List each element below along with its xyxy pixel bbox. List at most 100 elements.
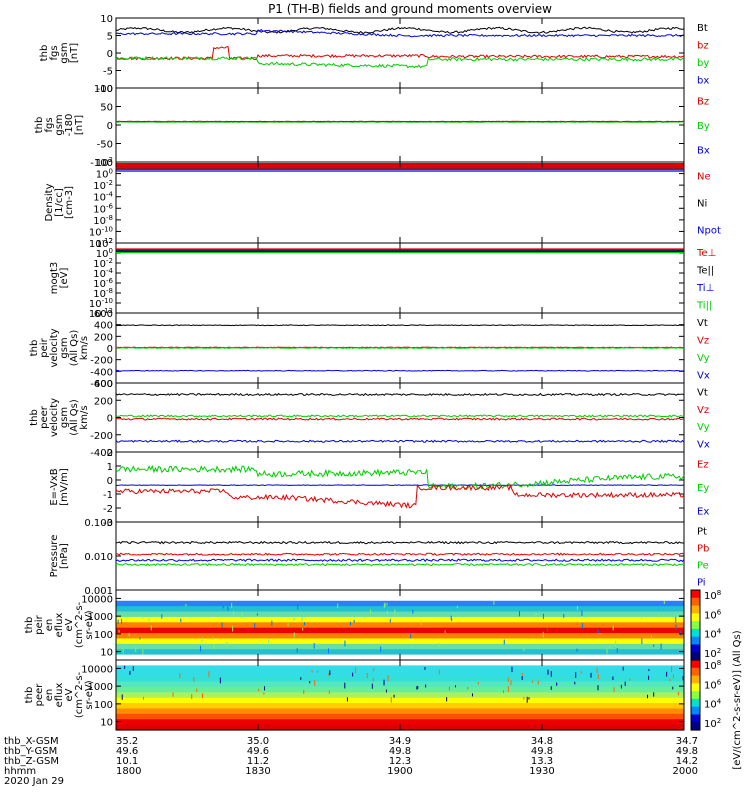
spectrogram-speck xyxy=(410,633,412,639)
legend-pe: Pe xyxy=(697,561,709,572)
y-tick-label: -2 xyxy=(103,504,113,515)
y-tick-label: 2 xyxy=(107,448,113,459)
colorbar-tick-label: 104 xyxy=(704,628,722,641)
spectrogram-speck xyxy=(124,665,126,669)
spectrogram-speck xyxy=(550,671,552,677)
spectrogram-speck xyxy=(609,645,611,649)
panel-peir_spectrogram: thb peir en eflux eV (cm^2-s-sr-eV) 10000 1000 1… xyxy=(24,589,685,661)
spectrogram-speck xyxy=(467,687,469,690)
spectrogram-speck xyxy=(550,686,552,690)
series-pb xyxy=(115,552,685,556)
series-vx xyxy=(115,439,685,443)
panel-density: Density [1/cc] [cm-3]10210010-210-410-610-… xyxy=(44,156,721,250)
colorbar-swatch xyxy=(691,722,700,731)
spectrogram-speck xyxy=(232,625,234,632)
spectrogram-speck xyxy=(672,674,674,679)
spectrogram-speck xyxy=(420,620,422,625)
panel-ylabel: Pressure xyxy=(49,535,60,578)
panel-ylabel: sr-eV) xyxy=(84,610,95,639)
footer-value-x: 35.2 xyxy=(116,736,138,747)
series-pi xyxy=(115,558,685,563)
panel-ylabel: peir xyxy=(34,614,45,634)
spectrogram-band xyxy=(116,622,684,629)
spectrogram-speck xyxy=(241,611,243,616)
spectrogram-speck xyxy=(596,667,598,674)
spectrogram-speck xyxy=(142,615,144,619)
spectrogram-speck xyxy=(161,614,163,619)
spectrogram-speck xyxy=(535,612,537,618)
spectrogram-speck xyxy=(384,602,386,608)
spectrogram-speck xyxy=(521,675,523,681)
spectrogram-speck xyxy=(526,696,528,703)
panel-efield: E=-VxB [mV/m] 2 1 0 -1 -2 -3 Ez Ey Ex xyxy=(49,448,709,529)
spectrogram-band xyxy=(116,643,684,650)
spectrogram-speck xyxy=(546,627,548,632)
series-by xyxy=(115,55,685,69)
series-ez xyxy=(115,483,685,509)
spectrogram-speck xyxy=(616,648,618,653)
spectrogram-speck xyxy=(344,640,346,647)
legend-vz: Vz xyxy=(697,335,709,346)
spectrogram-band xyxy=(116,649,684,656)
spectrogram-speck xyxy=(386,603,388,606)
panel-ylabel: en xyxy=(44,689,55,702)
panel-pressure: Pressure [nPa] 0.100 0.010 0.001 Pt Pb Pe Pi xyxy=(49,518,709,597)
y-tick-label: 10-2 xyxy=(93,257,113,270)
panel-ylabel: [1/cc] xyxy=(54,188,65,217)
spectrogram-speck xyxy=(386,610,388,615)
panel-ylabel: thb xyxy=(24,617,35,634)
panel-fgs_gsm_wide: thb fgs gsm -180 [nT] 100 50 0 -50 -100 Bz By Bx xyxy=(34,84,710,169)
spectrogram-band xyxy=(116,719,684,726)
colorbar-tick-label: 104 xyxy=(704,698,722,711)
legend-ti: Ti|| xyxy=(696,300,712,311)
y-tick-label: 0.010 xyxy=(84,552,113,563)
spectrogram-speck xyxy=(394,609,396,615)
colorbar-label: [eV/(cm^2-s-sr-eV)] (All Qs) xyxy=(732,630,743,769)
legend-ne: Ne xyxy=(697,172,711,183)
panel-ylabel: thb xyxy=(29,340,40,357)
panel-frame xyxy=(115,521,685,591)
panel-ylabel: thb xyxy=(24,687,35,704)
spectrogram-speck xyxy=(346,697,348,702)
legend-ex: Ex xyxy=(697,506,709,517)
footer-value-x: 34.9 xyxy=(389,736,411,747)
spectrogram-speck xyxy=(208,671,210,678)
spectrogram-speck xyxy=(523,697,525,700)
y-tick-label: -10 xyxy=(97,84,113,95)
spectrogram-speck xyxy=(648,668,650,672)
spectrogram-speck xyxy=(142,649,144,655)
footer-value-x: 35.0 xyxy=(247,736,269,747)
panel-fgs_gsm: thb fgs gsm [nT] 10 5 0 -5 -10 Bt bz by bx xyxy=(39,14,709,95)
y-tick-label: 200 xyxy=(94,332,113,343)
series-vy xyxy=(115,347,685,349)
legend-bt: Bt xyxy=(697,23,708,34)
y-tick-label: 1000 xyxy=(88,612,113,623)
colorbar-swatch xyxy=(691,706,700,716)
y-tick-label: 600 xyxy=(94,309,113,320)
spectrogram-speck xyxy=(313,643,315,649)
legend-vx: Vx xyxy=(697,370,710,381)
spectrogram-speck xyxy=(424,667,426,670)
y-tick-label: 10-8 xyxy=(93,214,113,227)
panel-ylabel: velocity xyxy=(49,328,60,367)
spectrogram-speck xyxy=(451,618,453,622)
spectrogram-speck xyxy=(648,675,650,680)
colorbar-swatch xyxy=(691,636,700,646)
panel-ylabel: sr-eV) xyxy=(84,680,95,709)
colorbar-swatch xyxy=(691,605,700,614)
spectrogram-speck xyxy=(293,615,295,622)
legend-vy: Vy xyxy=(697,353,710,364)
spectrogram-speck xyxy=(580,671,582,674)
series-pt xyxy=(115,540,685,545)
spectrogram-speck xyxy=(300,677,302,680)
y-tick-label: 5 xyxy=(107,32,113,43)
spectrogram-speck xyxy=(531,680,533,683)
panel-ylabel: km/s xyxy=(79,336,90,360)
spectrogram-speck xyxy=(613,687,615,693)
panel-peir_velocity: thb peir velocity gsm (All Qs) km/s6004002000… xyxy=(29,309,710,390)
colorbar-swatch xyxy=(691,644,700,653)
footer-value-y: 49.8 xyxy=(531,746,553,757)
spectrogram-speck xyxy=(671,666,673,673)
